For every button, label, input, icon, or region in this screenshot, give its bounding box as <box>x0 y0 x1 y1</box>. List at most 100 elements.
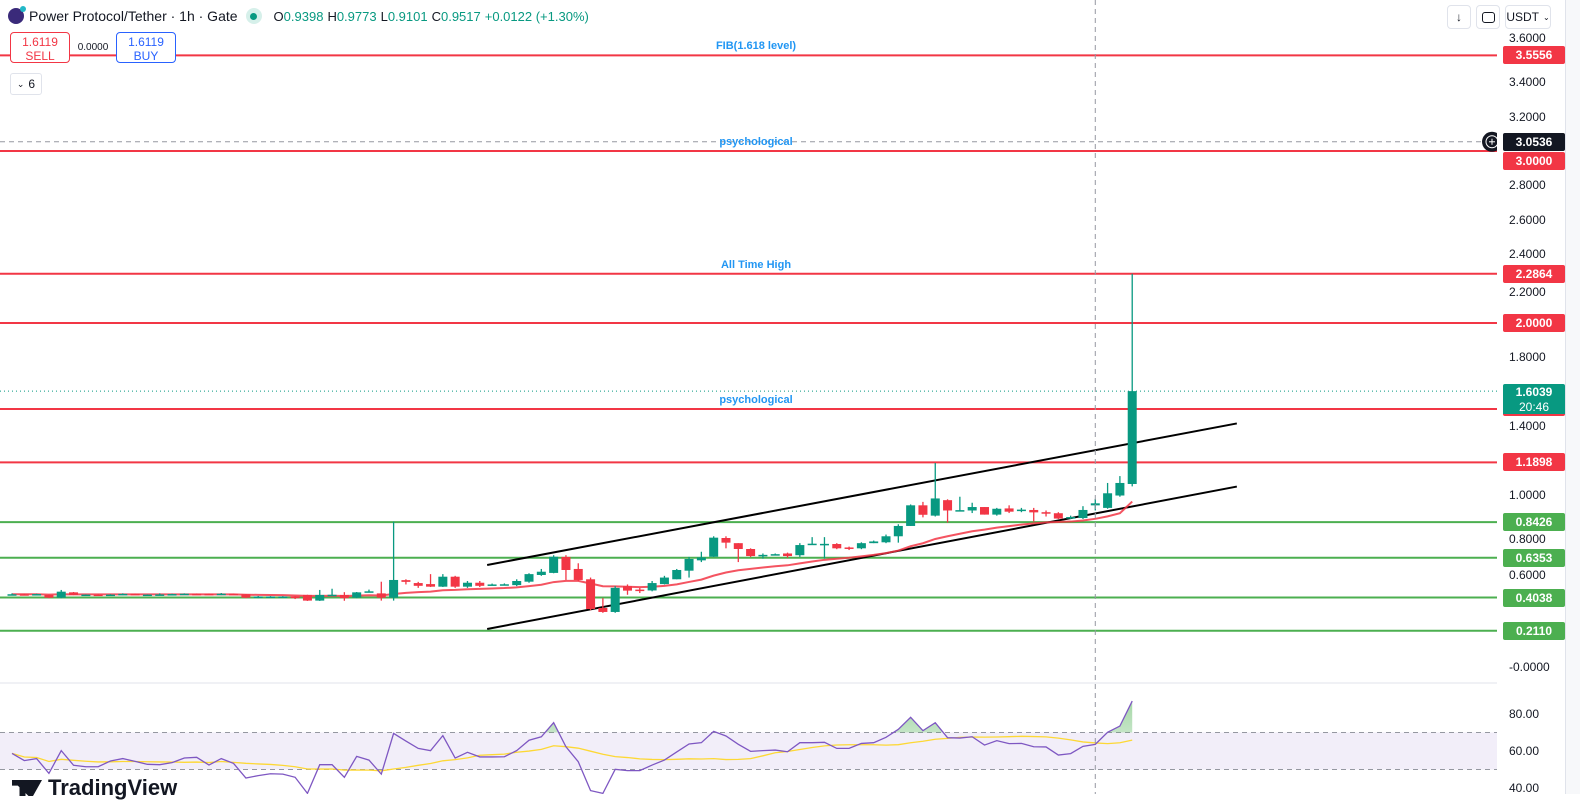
level-price-tag: 3.5556 <box>1503 46 1565 65</box>
rsi-ma-line <box>11 735 1133 772</box>
level-label: psychological <box>719 136 793 148</box>
candle <box>1029 507 1039 522</box>
candle <box>266 596 276 598</box>
candle-body <box>118 593 128 596</box>
buy-button[interactable]: 1.6119 BUY <box>116 32 176 63</box>
candle-body <box>462 582 472 587</box>
candle <box>672 568 682 580</box>
candle <box>327 588 337 597</box>
buy-price: 1.6119 <box>128 35 164 49</box>
currency-select[interactable]: USDT ⌄ <box>1505 5 1551 29</box>
candle <box>7 593 17 596</box>
level-price-tag: 3.0000 <box>1503 152 1565 171</box>
candle <box>192 593 202 596</box>
candle <box>401 579 411 585</box>
candle-body <box>376 593 386 598</box>
level-price-tag: 2.2864 <box>1503 264 1565 283</box>
candle <box>856 542 866 550</box>
right-edge <box>1565 0 1580 794</box>
candle-body <box>7 594 17 596</box>
candle <box>315 589 325 601</box>
sell-button[interactable]: 1.6119 SELL <box>10 32 70 63</box>
candle <box>955 496 965 512</box>
candle <box>32 593 42 596</box>
fullscreen-button[interactable] <box>1476 5 1500 29</box>
candle <box>832 543 842 550</box>
candle <box>290 596 300 600</box>
candle-body <box>635 589 645 592</box>
indicator-count: 6 <box>28 77 36 91</box>
tradingview-logo: TradingView <box>12 775 177 801</box>
sell-price: 1.6119 <box>22 35 58 49</box>
candle <box>992 507 1002 516</box>
candle <box>647 581 657 592</box>
candle <box>69 592 79 596</box>
candle-body <box>142 594 152 597</box>
candle-body <box>795 545 805 556</box>
candle <box>179 593 189 596</box>
candle-body <box>389 579 399 598</box>
candle <box>979 507 989 515</box>
crosshair <box>0 0 1497 794</box>
candle-body <box>1103 493 1113 508</box>
candle <box>721 536 731 549</box>
low-label: L <box>380 8 388 24</box>
level-price-tag: 0.2110 <box>1503 621 1565 640</box>
candle-body <box>69 592 79 595</box>
candle-body <box>586 579 596 610</box>
candle <box>19 593 29 596</box>
candle <box>795 543 805 557</box>
candles <box>7 273 1137 613</box>
candle <box>364 589 374 593</box>
chart-canvas[interactable] <box>0 0 1497 794</box>
candle-body <box>598 608 608 612</box>
candle <box>623 584 632 595</box>
candle-body <box>610 587 620 612</box>
scroll-to-latest-button[interactable]: ↓ <box>1447 5 1471 29</box>
candle <box>118 593 128 596</box>
candle-body <box>105 594 115 597</box>
candle-body <box>856 543 866 549</box>
candle <box>881 534 891 544</box>
candle <box>339 592 349 601</box>
level-price-tag: 0.6353 <box>1503 548 1565 567</box>
candle <box>696 551 706 563</box>
close-value: 0.9517 <box>440 8 481 24</box>
candle-body <box>536 571 546 575</box>
rsi-band-fill <box>0 732 1497 770</box>
candle <box>893 524 903 543</box>
candle <box>93 594 103 597</box>
candle-body <box>893 525 903 537</box>
candle <box>635 587 645 594</box>
candle-body <box>1004 508 1014 512</box>
candle-body <box>647 583 657 591</box>
arrow-down-icon: ↓ <box>1456 10 1462 24</box>
candle <box>142 594 152 597</box>
candle <box>869 540 879 544</box>
market-status-icon[interactable] <box>245 8 262 24</box>
symbol-title[interactable]: Power Protocol/Tether · 1h · Gate <box>29 8 238 24</box>
candle-body <box>807 543 817 546</box>
candle-body <box>992 508 1002 515</box>
candle-body <box>401 580 411 582</box>
spread-value: 0.0000 <box>77 42 109 53</box>
low-value: 0.9101 <box>387 8 428 24</box>
candle <box>56 589 66 599</box>
candle <box>1103 482 1113 509</box>
indicators-toggle[interactable]: ⌄ 6 <box>10 73 42 95</box>
candle <box>598 598 608 613</box>
candle <box>709 536 719 557</box>
candle <box>450 575 460 588</box>
candle-body <box>179 593 189 596</box>
candle-body <box>229 593 239 596</box>
rsi-lines <box>11 700 1133 794</box>
candle-body <box>192 593 202 596</box>
price-axis[interactable]: 3.0536 1.6039 20:46 3.5556 3.0000 2.2864 2.000… <box>1497 0 1565 795</box>
candle <box>536 568 546 576</box>
chevron-down-icon: ⌄ <box>1542 12 1550 22</box>
candle-body <box>155 594 165 596</box>
candle <box>167 593 177 596</box>
candle <box>819 537 829 559</box>
candle-body <box>1053 513 1063 519</box>
price-tick-label: 2.4000 <box>1509 247 1546 262</box>
